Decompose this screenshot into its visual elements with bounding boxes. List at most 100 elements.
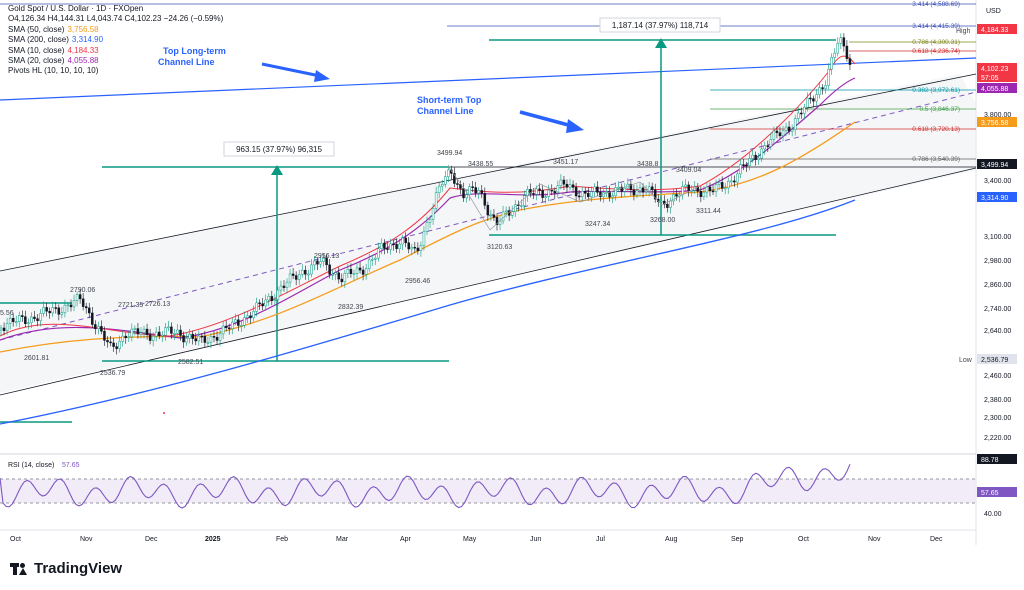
- candle-body: [367, 259, 371, 269]
- candle-body: [182, 335, 185, 343]
- candle-body: [331, 274, 334, 276]
- candle-body: [279, 285, 283, 291]
- candle-body: [535, 188, 538, 195]
- candle-body: [821, 87, 824, 89]
- candle-body: [587, 193, 590, 198]
- rsi-badge-text: 88.78: [981, 457, 999, 464]
- candle-body: [370, 259, 374, 261]
- candle-body: [523, 195, 526, 206]
- pivot-label: 2832.39: [338, 304, 363, 311]
- rsi-badge: [977, 487, 1017, 497]
- candle-body: [69, 304, 73, 308]
- pivot-label: 3268.00: [650, 217, 675, 224]
- candle-body: [422, 231, 426, 246]
- candle-body: [197, 335, 201, 342]
- time-tick: Aug: [665, 536, 678, 543]
- time-tick: Sep: [731, 536, 744, 543]
- candle-body: [5, 323, 9, 331]
- candle-body: [702, 191, 706, 197]
- candle-body: [209, 336, 213, 343]
- candle-body: [480, 190, 484, 194]
- candle-body: [27, 322, 30, 324]
- candle-body: [273, 299, 277, 301]
- candle-body: [760, 148, 763, 159]
- candle-body: [100, 326, 103, 332]
- time-tick: Dec: [145, 536, 158, 543]
- candle-body: [30, 316, 33, 323]
- candle-body: [392, 243, 395, 246]
- candle-body: [349, 268, 353, 274]
- legend-sma20[interactable]: SMA (20, close) 4,055.88: [8, 56, 223, 66]
- legend-sma200[interactable]: SMA (200, close) 3,314.90: [8, 35, 223, 45]
- candle-body: [492, 214, 496, 218]
- candle-body: [465, 194, 468, 199]
- candle-body: [793, 118, 797, 130]
- candle-body: [252, 311, 255, 319]
- candle-body: [827, 68, 830, 86]
- legend-pivots[interactable]: Pivots HL (10, 10, 10, 10): [8, 66, 99, 76]
- candle-body: [307, 273, 310, 276]
- price-badge: [977, 354, 1017, 364]
- candle-body: [419, 244, 423, 252]
- candle-body: [708, 186, 712, 192]
- price-badge-text: 4,102.23: [981, 66, 1008, 73]
- candle-body: [66, 304, 70, 307]
- pivot-label: 3438.8: [637, 161, 659, 168]
- time-tick: Oct: [10, 536, 21, 543]
- measure-left-box: [223, 141, 335, 157]
- legend-sma20-value: 4,055.88: [67, 56, 99, 66]
- candle-body: [91, 312, 94, 325]
- candle-body: [580, 190, 584, 197]
- candle-body: [510, 211, 514, 216]
- candle-body: [139, 332, 143, 335]
- candle-body: [355, 267, 359, 274]
- candle-body: [304, 269, 307, 275]
- candle-body: [191, 333, 194, 339]
- candle-body: [118, 341, 121, 349]
- candle-body: [42, 307, 45, 314]
- legend-sma10[interactable]: SMA (10, close) 4,184.33: [8, 46, 223, 56]
- candle-body: [778, 132, 782, 137]
- candle-body: [319, 261, 322, 265]
- candle-body: [711, 190, 715, 193]
- candle-body: [824, 85, 827, 89]
- candle-body: [687, 184, 690, 191]
- legend-sma50[interactable]: SMA (50, close) 3,756.58: [8, 25, 223, 35]
- candle-body: [215, 337, 219, 341]
- candle-body: [675, 194, 678, 197]
- candle-body: [663, 200, 666, 205]
- fib-level-label: 0.5 (3,846.37): [920, 106, 960, 113]
- price-tick: 3,400.00: [984, 178, 1011, 185]
- price-badge-text: 2,536.79: [981, 357, 1008, 364]
- candle-body: [294, 275, 298, 280]
- tradingview-brand[interactable]: TradingView: [10, 560, 122, 577]
- candle-body: [54, 307, 58, 309]
- candle-body: [75, 294, 79, 301]
- candle-body: [504, 210, 508, 213]
- candle-body: [285, 281, 289, 288]
- candle-body: [109, 341, 112, 344]
- candle-body: [51, 307, 54, 314]
- price-badge: [977, 117, 1017, 127]
- candle-body: [124, 335, 128, 339]
- time-tick: Apr: [400, 536, 412, 543]
- candle-body: [571, 184, 575, 188]
- tradingview-logo-icon: [10, 562, 28, 575]
- candle-body: [380, 243, 383, 249]
- candle-body: [787, 126, 791, 132]
- candle-body: [310, 264, 313, 275]
- candle-body: [249, 315, 252, 319]
- time-tick: Jun: [530, 536, 541, 543]
- candle-body: [231, 321, 234, 329]
- price-tick: 3,800.00: [984, 112, 1011, 119]
- candle-body: [413, 246, 417, 249]
- candle-body: [221, 325, 225, 335]
- measure-right-box: [599, 17, 721, 33]
- candle-body: [800, 112, 803, 115]
- currency-label[interactable]: USD: [986, 8, 1001, 15]
- candle-body: [669, 200, 672, 208]
- candle-body: [206, 342, 210, 344]
- candle-body: [234, 319, 237, 323]
- price-badge: [977, 83, 1017, 93]
